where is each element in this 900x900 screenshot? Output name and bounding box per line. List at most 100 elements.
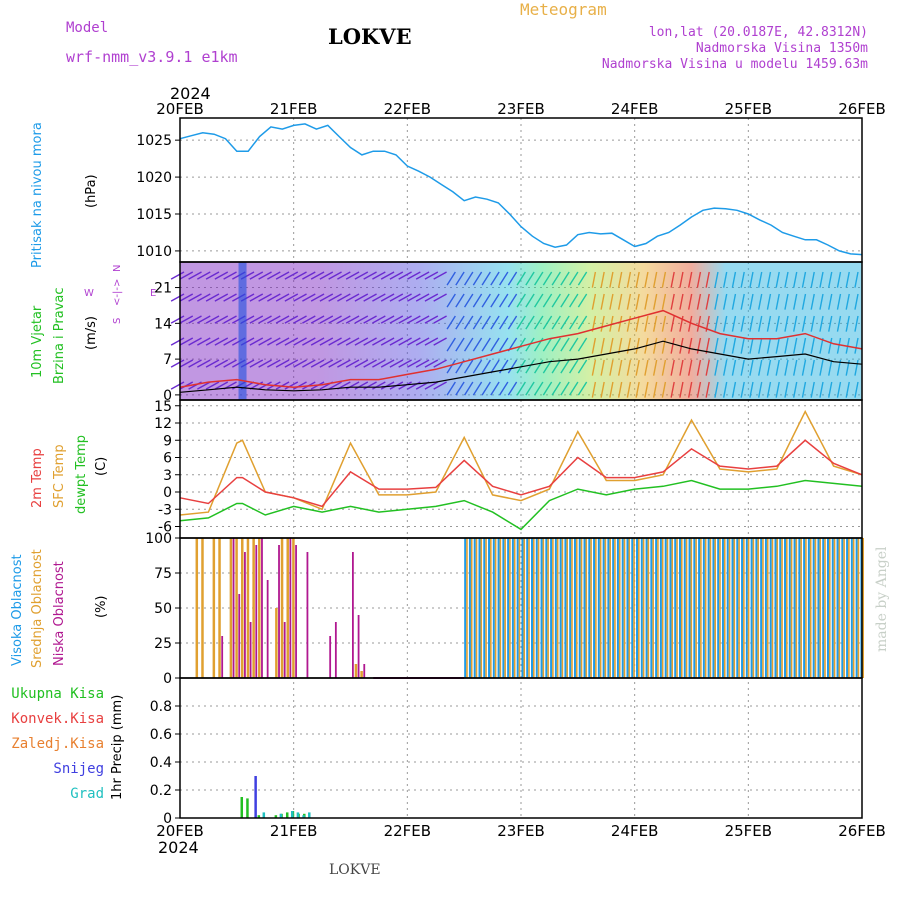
mid-cloud-bar bbox=[275, 608, 278, 678]
wind-barb bbox=[433, 381, 447, 390]
page-title: LOKVE bbox=[328, 24, 412, 49]
wind-barb bbox=[170, 315, 185, 324]
y-tick-label: 7 bbox=[163, 352, 172, 368]
wind-barb bbox=[560, 271, 570, 286]
wind-barb bbox=[380, 359, 395, 368]
wind-barb bbox=[810, 359, 815, 376]
temp-2m-line bbox=[179, 439, 863, 508]
mid-cloud-bar bbox=[218, 538, 221, 678]
wind-barb bbox=[258, 315, 272, 324]
wind-barb bbox=[740, 271, 745, 288]
wind-barb bbox=[463, 271, 474, 286]
wind-barb bbox=[845, 271, 850, 288]
high-cloud-bar bbox=[502, 538, 505, 678]
panel-frame bbox=[179, 399, 863, 539]
mid-cloud-bar bbox=[566, 538, 569, 678]
wind-barb bbox=[775, 293, 780, 310]
wind-barb bbox=[516, 271, 526, 286]
mid-cloud-bar bbox=[833, 538, 836, 678]
wind-barb bbox=[731, 271, 737, 288]
wind-barb bbox=[380, 381, 395, 390]
high-cloud-bar bbox=[583, 538, 586, 678]
wind-barb bbox=[775, 271, 780, 288]
mid-cloud-bar bbox=[843, 538, 845, 678]
wind-barb bbox=[284, 271, 299, 280]
wind-barb bbox=[389, 315, 404, 324]
mid-cloud-bar bbox=[786, 538, 788, 678]
wind-barb bbox=[507, 293, 518, 308]
wind-barb bbox=[626, 315, 632, 332]
model-value: wrf-nmm_v3.9.1 e1km bbox=[66, 48, 238, 66]
wind-barb bbox=[705, 293, 710, 310]
high-cloud-bar bbox=[616, 538, 619, 678]
low-cloud-bar bbox=[261, 538, 263, 678]
wind-barb bbox=[284, 293, 299, 302]
wind-barb bbox=[372, 293, 386, 302]
high-cloud-bar bbox=[822, 538, 825, 678]
wind-barb bbox=[363, 337, 377, 346]
wind-barb bbox=[679, 359, 684, 376]
wind-barb bbox=[696, 315, 702, 332]
high-cloud-bar bbox=[535, 538, 538, 678]
wind-barb bbox=[600, 337, 605, 354]
wind-barb bbox=[380, 293, 395, 302]
mid-cloud-bar bbox=[241, 538, 244, 678]
wind-barb bbox=[525, 315, 535, 330]
mid-cloud-bar bbox=[661, 538, 664, 678]
mid-cloud-bar bbox=[509, 538, 511, 678]
wind-barb bbox=[687, 359, 693, 376]
wind-barb bbox=[661, 381, 667, 398]
wind-barb bbox=[267, 293, 281, 302]
wind-barb bbox=[775, 381, 780, 398]
wind-barb bbox=[551, 293, 561, 308]
panel-frame bbox=[179, 677, 863, 819]
wind-barb bbox=[380, 337, 395, 346]
wind-barb bbox=[197, 359, 211, 368]
wind-barb bbox=[293, 271, 307, 280]
mid-cloud-bar bbox=[795, 538, 798, 678]
y-tick-label: 9 bbox=[163, 433, 172, 449]
wind-barb bbox=[363, 359, 377, 368]
mid-cloud-bar bbox=[575, 538, 578, 678]
wind-barb bbox=[836, 381, 842, 398]
wind-barb bbox=[197, 271, 211, 280]
y-tick-label: 0.2 bbox=[150, 783, 172, 799]
wind-barb bbox=[455, 337, 465, 352]
wind-barb bbox=[793, 337, 798, 354]
wind-barb bbox=[617, 381, 623, 398]
wind-barb bbox=[757, 359, 763, 376]
wind-barb bbox=[516, 381, 526, 396]
wind-barb bbox=[757, 293, 763, 310]
mid-cloud-bar bbox=[547, 538, 549, 678]
bottom-date-label: 24FEB bbox=[611, 822, 658, 840]
wind-barb bbox=[310, 271, 325, 280]
wind-barb bbox=[380, 315, 395, 324]
wind-barb bbox=[389, 359, 404, 368]
wind-barb bbox=[696, 337, 702, 354]
wind-barb bbox=[749, 337, 754, 354]
wind-barb bbox=[197, 315, 211, 324]
wind-barb bbox=[534, 359, 544, 374]
top-date-label: 20FEB bbox=[156, 100, 203, 118]
wind-barb bbox=[731, 293, 737, 310]
y-tick-label: 0.4 bbox=[150, 755, 172, 771]
mid-cloud-bar bbox=[252, 538, 255, 678]
wind-barb bbox=[328, 271, 342, 280]
high-cloud-bar bbox=[841, 538, 844, 678]
low-cloud-bar bbox=[329, 636, 332, 678]
wind-barb bbox=[354, 271, 369, 280]
pressure-line bbox=[179, 123, 863, 256]
wind-barb bbox=[793, 315, 798, 332]
high-cloud-bar bbox=[846, 538, 849, 678]
wind-barb bbox=[757, 315, 763, 332]
wind-barb bbox=[784, 271, 789, 288]
wind-barb bbox=[687, 293, 693, 310]
mid-cloud-bar bbox=[743, 538, 745, 678]
wind-barb bbox=[635, 381, 640, 398]
wind-barb bbox=[499, 271, 509, 286]
mid-cloud-bar bbox=[628, 538, 631, 678]
wind-barb bbox=[670, 381, 675, 398]
y-tick-label: 0 bbox=[163, 671, 172, 687]
bottom-date-label: 25FEB bbox=[725, 822, 772, 840]
wind-barb bbox=[267, 359, 281, 368]
